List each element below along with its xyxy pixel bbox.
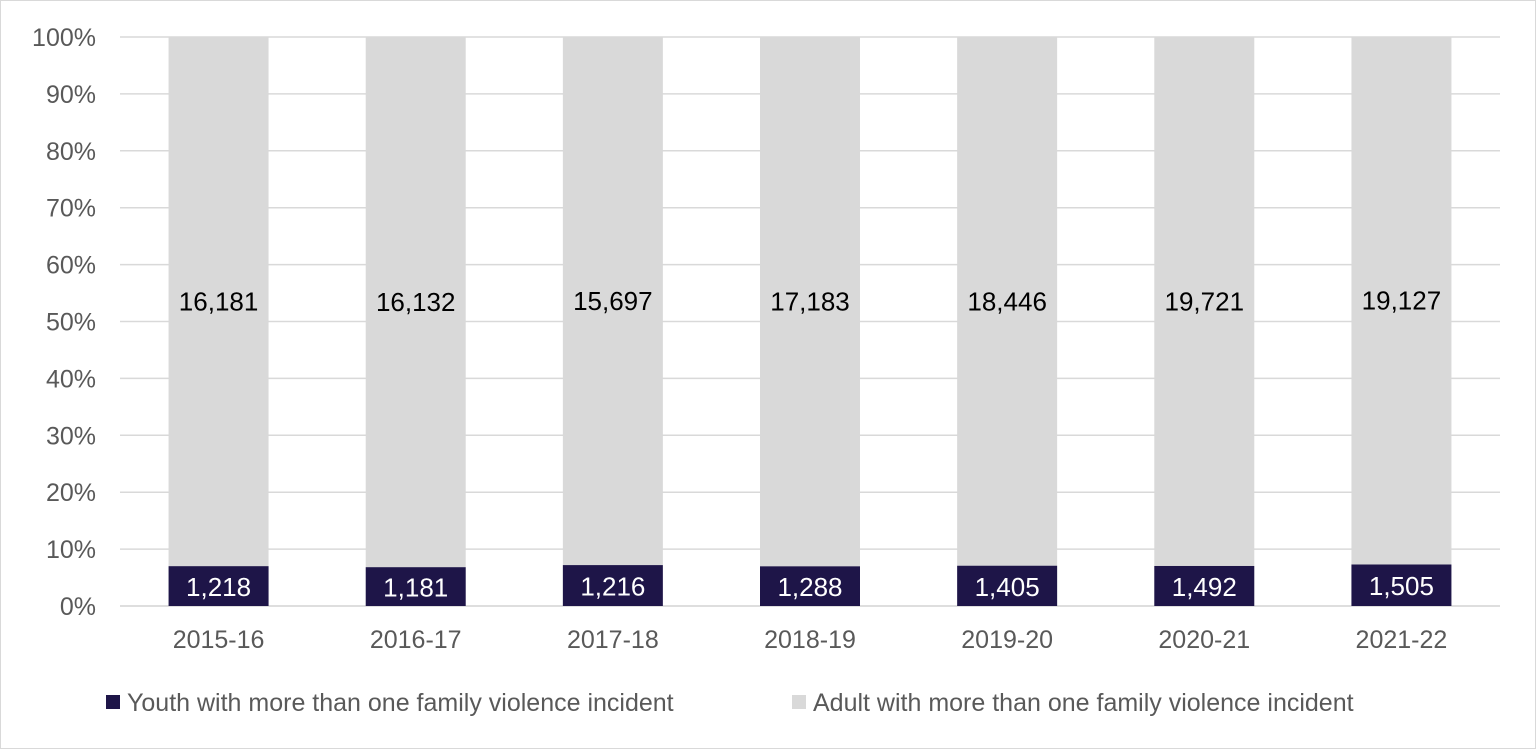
bar-youth: [1154, 565, 1255, 606]
legend-label-adult: Adult with more than one family violence…: [813, 689, 1354, 717]
data-label-youth: 1,405: [975, 572, 1040, 602]
y-tick-label: 100%: [32, 24, 96, 52]
bars: [168, 37, 1452, 606]
y-tick-label: 50%: [46, 309, 96, 337]
legend: Youth with more than one family violence…: [106, 689, 1354, 717]
x-category-label: 2018-19: [764, 626, 856, 654]
y-tick-label: 20%: [46, 479, 96, 507]
y-tick-label: 90%: [46, 81, 96, 109]
y-tick-label: 10%: [46, 536, 96, 564]
legend-swatch-adult: [792, 695, 806, 709]
x-category-label: 2019-20: [961, 626, 1053, 654]
bar-youth: [365, 567, 466, 606]
bar-adult: [1154, 37, 1255, 566]
y-tick-label: 60%: [46, 252, 96, 280]
x-category-label: 2015-16: [173, 626, 265, 654]
data-label-adult: 16,132: [376, 287, 456, 317]
bar-youth: [562, 565, 663, 606]
bar-adult: [365, 37, 466, 568]
data-label-adult: 16,181: [179, 287, 259, 317]
legend-swatch-youth: [106, 695, 120, 709]
bar-youth: [957, 565, 1058, 606]
y-tick-label: 70%: [46, 195, 96, 223]
data-label-youth: 1,216: [580, 572, 645, 602]
x-category-label: 2020-21: [1158, 626, 1250, 654]
data-label-adult: 19,721: [1165, 286, 1245, 316]
data-label-adult: 17,183: [770, 287, 850, 317]
y-tick-label: 80%: [46, 138, 96, 166]
x-category-label: 2017-18: [567, 626, 659, 654]
data-label-youth: 1,492: [1172, 572, 1237, 602]
y-tick-label: 40%: [46, 365, 96, 393]
bar-adult: [957, 37, 1058, 566]
legend-label-youth: Youth with more than one family violence…: [127, 689, 674, 717]
bar-youth: [168, 566, 269, 606]
data-label-adult: 19,127: [1362, 286, 1442, 316]
y-axis-ticks: 0% 10% 20% 30% 40% 50% 60% 70% 80% 90% 100%: [32, 24, 96, 621]
bar-adult: [168, 37, 269, 567]
bar-youth: [760, 566, 860, 606]
x-category-label: 2021-22: [1356, 626, 1448, 654]
data-label-adult: 15,697: [573, 286, 653, 316]
data-label-youth: 1,218: [186, 572, 251, 602]
y-tick-label: 0%: [60, 593, 96, 621]
data-label-youth: 1,288: [777, 572, 842, 602]
bar-adult: [1351, 37, 1452, 565]
bar-adult: [760, 37, 860, 567]
data-label-youth: 1,181: [383, 573, 448, 603]
data-labels: 16,181 1,218 16,132 1,181 15,697 1,216 17,183 1…: [179, 286, 1441, 603]
y-tick-label: 30%: [46, 422, 96, 450]
data-label-adult: 18,446: [967, 286, 1047, 316]
data-label-youth: 1,505: [1369, 571, 1434, 601]
x-category-label: 2016-17: [370, 626, 462, 654]
x-axis-categories: 2015-16 2016-17 2017-18 2018-19 2019-20 2020-…: [173, 626, 1448, 654]
bar-youth: [1351, 564, 1452, 606]
bar-adult: [562, 37, 663, 566]
